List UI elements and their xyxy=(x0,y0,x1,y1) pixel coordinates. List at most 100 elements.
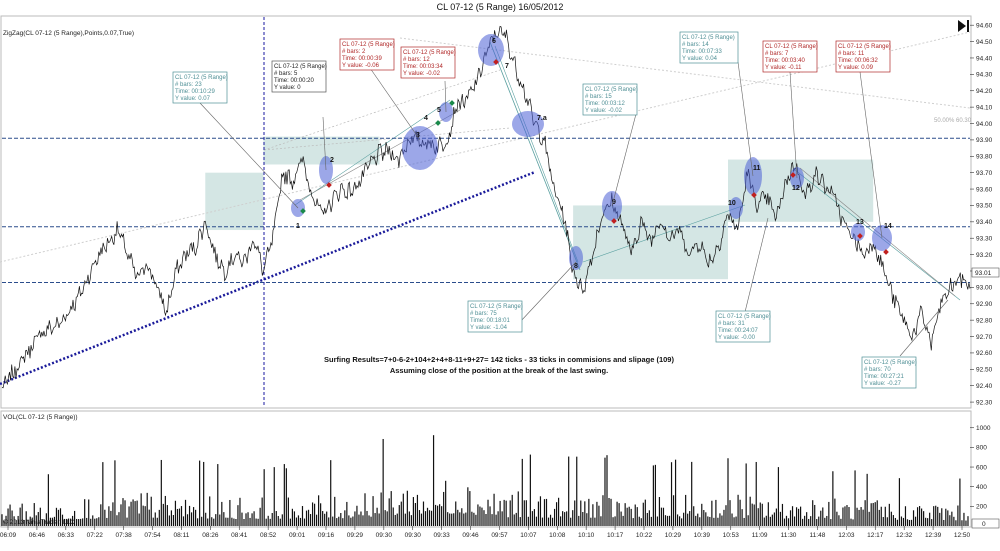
info-box-title: CL 07-12 (5 Range) xyxy=(470,304,523,310)
y-tick-label: 93.20 xyxy=(976,252,993,259)
info-box-line: # bars: 14 xyxy=(682,42,709,48)
swing-marker xyxy=(751,192,757,198)
info-box: CL 07-12 (5 Range) # bars: 12 Time: 00:0… xyxy=(400,46,456,79)
x-tick-label: 09:16 xyxy=(318,532,335,539)
y-tick-label: 94.30 xyxy=(976,72,993,79)
y-tick-label: 93.30 xyxy=(976,236,993,243)
swing-markers xyxy=(300,59,889,255)
info-box-line: Time: 00:00:20 xyxy=(274,78,314,84)
info-box-line: # bars: 31 xyxy=(718,321,745,327)
swing-label: 3 xyxy=(416,132,420,139)
x-tick-label: 09:29 xyxy=(347,532,364,539)
swing-label: 7.a xyxy=(537,115,547,122)
info-box-line: Y value: -0.00 xyxy=(718,335,756,341)
swing-marker xyxy=(435,120,441,126)
info-box-title: CL 07-12 (5 Range) xyxy=(718,314,771,320)
info-box-line: Time: 00:06:32 xyxy=(838,58,878,64)
info-box-line: # bars: 23 xyxy=(175,82,202,88)
x-tick-label: 06:09 xyxy=(0,532,17,539)
x-tick-label: 06:46 xyxy=(29,532,46,539)
copyright-text: © 2013 NinjaTrader, LLC xyxy=(3,518,75,526)
zigzag-up-3 xyxy=(582,204,746,263)
info-box-line: # bars: 12 xyxy=(403,57,430,63)
x-tick-label: 09:33 xyxy=(433,532,450,539)
y-tick-label: 94.40 xyxy=(976,55,993,62)
info-box: CL 07-12 (5 Range) # bars: 70 Time: 00:2… xyxy=(861,356,917,389)
x-tick-label: 09:57 xyxy=(491,532,508,539)
y-tick-label: 94.20 xyxy=(976,88,993,95)
indicator-label: ZigZag(CL 07-12 (5 Range),Points,0.07,Tr… xyxy=(3,30,134,37)
zigzag-up-1 xyxy=(294,99,451,206)
x-tick-label: 08:26 xyxy=(202,532,219,539)
info-box-leaders xyxy=(199,61,949,357)
swing-label: 12 xyxy=(792,185,800,192)
info-box-line: # bars: 2 xyxy=(342,49,366,55)
info-box-line: Y value: -0.11 xyxy=(765,65,802,71)
swing-label: 7 xyxy=(505,63,509,70)
swing-highlight xyxy=(729,197,743,219)
info-box-line: Time: 00:03:40 xyxy=(765,58,805,64)
swing-label: 2 xyxy=(330,157,334,164)
x-tick-label: 09:01 xyxy=(289,532,306,539)
info-box-line: Time: 00:03:34 xyxy=(403,64,443,70)
current-price-label: 93.01 xyxy=(975,270,992,277)
y-tick-label: 92.30 xyxy=(976,399,993,406)
volume-tick-label: 200 xyxy=(976,504,987,511)
swing-marker xyxy=(611,218,617,224)
y-tick-label: 93.50 xyxy=(976,203,993,210)
volume-tick-label: 400 xyxy=(976,484,987,491)
range-zone xyxy=(573,205,728,280)
y-tick-label: 94.10 xyxy=(976,104,993,111)
info-box: CL 07-12 (5 Range) # bars: 2 Time: 00:00… xyxy=(339,38,395,71)
chart-title: CL 07-12 (5 Range) 16/05/2012 xyxy=(437,2,564,12)
swing-label: 4 xyxy=(424,115,428,122)
summary-line-1: Surfing Results=7+0-6-2+104+2+4+8-11+9+2… xyxy=(324,355,674,364)
info-box-line: Y value: 0.04 xyxy=(682,56,718,62)
info-box-title: CL 07-12 (5 Range) xyxy=(864,360,917,366)
info-box: CL 07-12 (5 Range) # bars: 75 Time: 00:1… xyxy=(467,300,523,333)
info-box: CL 07-12 (5 Range) # bars: 31 Time: 00:2… xyxy=(715,310,771,343)
swing-label: 14 xyxy=(884,223,892,230)
swing-label: 13 xyxy=(856,219,864,226)
info-box-title: CL 07-12 (5 Range) xyxy=(682,35,735,41)
x-tick-label: 07:38 xyxy=(115,532,132,539)
x-tick-label: 08:41 xyxy=(231,532,248,539)
swing-label: 11 xyxy=(753,165,761,172)
y-tick-label: 93.90 xyxy=(976,137,993,144)
zigzag-down-2 xyxy=(494,45,579,263)
y-tick-label: 92.80 xyxy=(976,317,993,324)
x-tick-label: 11:30 xyxy=(781,532,797,539)
y-tick-label: 93.00 xyxy=(976,285,993,292)
summary-line-2: Assuming close of the position at the br… xyxy=(390,366,608,375)
volume-y-axis: 200 400 600 800 1000 xyxy=(970,425,991,511)
y-tick-label: 92.50 xyxy=(976,367,993,374)
x-tick-label: 10:10 xyxy=(578,532,595,539)
x-tick-label: 12:03 xyxy=(838,532,855,539)
info-box: CL 07-12 (5 Range) # bars: 7 Time: 00:03… xyxy=(762,40,818,73)
info-box-line: Time: 00:24:07 xyxy=(718,328,758,334)
current-price-tag: 93.01 xyxy=(971,267,1000,278)
x-tick-label: 09:30 xyxy=(405,532,422,539)
swing-label: 10 xyxy=(728,200,736,207)
info-box-line: Y value: -0.02 xyxy=(585,108,623,114)
info-box-line: Time: 00:27:21 xyxy=(864,374,904,380)
x-tick-label: 12:39 xyxy=(925,532,942,539)
swing-label: 9 xyxy=(612,199,616,206)
swing-highlight xyxy=(512,111,544,137)
x-tick-label: 07:22 xyxy=(87,532,104,539)
info-box-line: Time: 00:07:33 xyxy=(682,49,722,55)
x-tick-label: 12:17 xyxy=(867,532,884,539)
info-boxes: CL 07-12 (5 Range) # bars: 23 Time: 00:1… xyxy=(172,31,917,389)
x-tick-label: 09:46 xyxy=(462,532,479,539)
info-box-title: CL 07-12 (5 Range) xyxy=(175,75,228,81)
y-tick-label: 94.60 xyxy=(976,22,993,29)
price-y-axis: 92.30 92.40 92.50 92.60 92.70 92.80 92.90 93.00… xyxy=(970,22,993,406)
x-tick-label: 11:09 xyxy=(752,532,768,539)
swing-highlight xyxy=(402,126,438,170)
info-box-line: Y value: -1.04 xyxy=(470,325,508,331)
x-tick-label: 10:08 xyxy=(549,532,566,539)
info-box-line: Time: 00:18:01 xyxy=(470,318,510,324)
panel-toggle-icon[interactable] xyxy=(958,20,969,32)
y-tick-label: 94.50 xyxy=(976,39,993,46)
